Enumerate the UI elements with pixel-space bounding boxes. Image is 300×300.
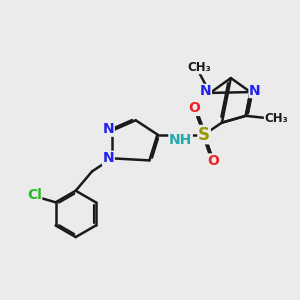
Text: O: O (207, 154, 219, 168)
Text: N: N (249, 84, 261, 98)
Text: Cl: Cl (27, 188, 42, 202)
Text: CH₃: CH₃ (187, 61, 211, 74)
Text: N: N (103, 122, 114, 136)
Text: S: S (198, 125, 210, 143)
Text: N: N (200, 84, 212, 98)
Text: N: N (103, 151, 114, 165)
Text: NH: NH (169, 133, 192, 147)
Text: CH₃: CH₃ (264, 112, 288, 125)
Text: O: O (189, 101, 200, 116)
